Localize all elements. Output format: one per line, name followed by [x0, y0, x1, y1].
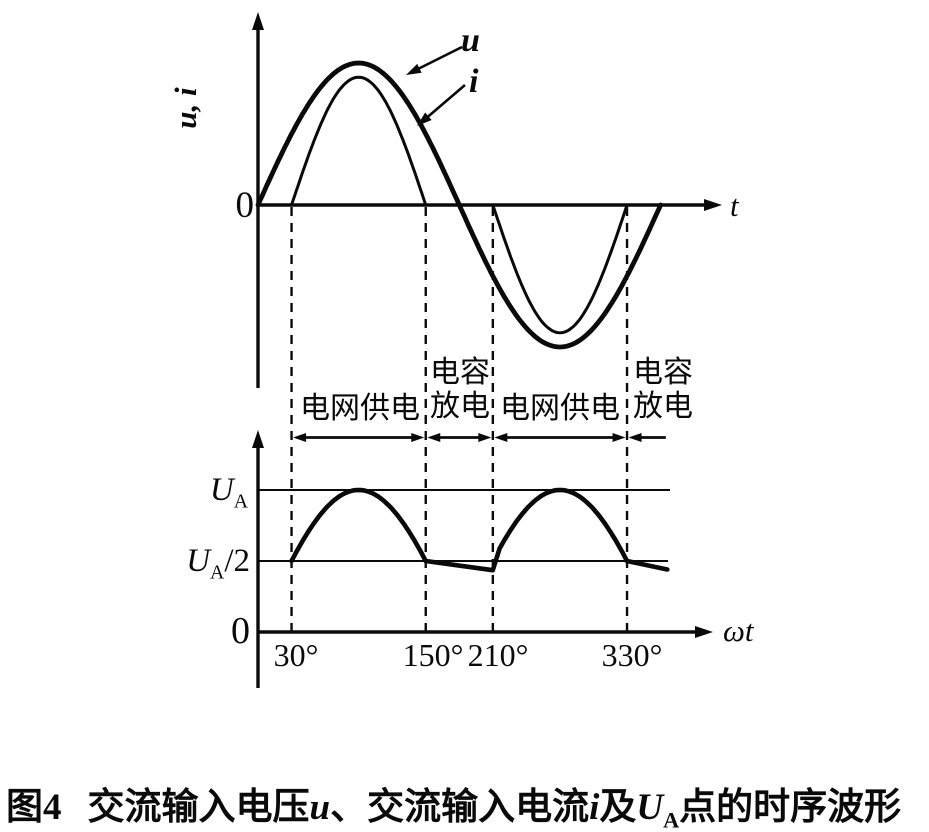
top-y-axis-head [252, 12, 264, 30]
caption-ua-symbol: U [636, 787, 664, 828]
bottom-origin-label: 0 [231, 610, 250, 652]
caption-text: 及 [599, 787, 637, 828]
x-tick-330: 330° [601, 637, 663, 673]
i-curve-negative [491, 203, 629, 335]
figure-caption: 图4 交流输入电压u、交流输入电流i及UA点的时序波形 [6, 776, 924, 832]
region-label-text: 电容 [633, 356, 693, 389]
t-symbol: t [744, 613, 754, 648]
i-pointer-arrow [425, 84, 466, 120]
x-tick-210: 210° [467, 637, 529, 673]
top-x-axis-label: t [730, 188, 739, 223]
caption-text: 、交流输入电流 [330, 787, 590, 828]
region-label-text: 电网供电 [300, 392, 420, 425]
caption-text: 交流输入电压 [87, 787, 310, 828]
region-arrow-0-head [411, 433, 425, 442]
region-arrow-1-head [427, 433, 441, 442]
waveform-diagram [252, 12, 722, 688]
bottom-x-axis-label: ωt [723, 613, 754, 649]
caption-i-symbol: i [589, 787, 600, 828]
y-level-label-ua-half: UA/2 [178, 543, 250, 585]
x-tick-30: 30° [273, 637, 319, 673]
region-label-grid-supply-1: 电网供电 [294, 392, 426, 426]
figure-number: 图4 [6, 787, 62, 828]
ua-subscript: A [233, 490, 248, 513]
x-tick-150: 150° [402, 637, 464, 673]
bottom-x-axis-head [695, 626, 713, 638]
region-arrow-2-head [612, 433, 626, 442]
region-arrow-2-head [494, 433, 508, 442]
caption-ua-subscript: A [663, 807, 680, 832]
region-label-cap-discharge-2: 电容 放电 [629, 356, 697, 424]
caption-u-symbol: u [309, 787, 331, 828]
region-arrow-0-head [293, 433, 307, 442]
y-level-label-ua: UA [192, 472, 248, 514]
region-label-text: 电容 [430, 356, 490, 389]
region-arrow-1-head [478, 433, 492, 442]
region-label-cap-discharge-1: 电容 放电 [426, 356, 494, 424]
top-y-axis-label: u, i [168, 87, 203, 129]
ua-subscript: A [210, 561, 225, 584]
region-label-text: 放电 [633, 390, 693, 423]
omega-symbol: ω [723, 613, 745, 648]
top-origin-label: 0 [235, 185, 255, 226]
bottom-y-axis-head [252, 430, 264, 448]
ua-symbol: U [209, 472, 234, 508]
i-curve-positive [290, 75, 428, 207]
caption-text: 点的时序波形 [679, 787, 902, 828]
region-label-grid-supply-2: 电网供电 [495, 392, 625, 426]
top-x-axis-head [704, 199, 722, 211]
region-label-text: 放电 [430, 390, 490, 423]
curve-label-i: i [469, 63, 479, 100]
u-pointer-arrow [416, 45, 463, 71]
region-label-text: 电网供电 [500, 392, 620, 425]
ua-waveform [289, 487, 670, 573]
region-arrow-3-head [628, 433, 642, 442]
ua-symbol: U [186, 543, 211, 579]
ua-half-suffix: /2 [224, 543, 250, 579]
u-pointer-arrow-head [406, 63, 422, 75]
curve-label-u: u [461, 22, 480, 59]
